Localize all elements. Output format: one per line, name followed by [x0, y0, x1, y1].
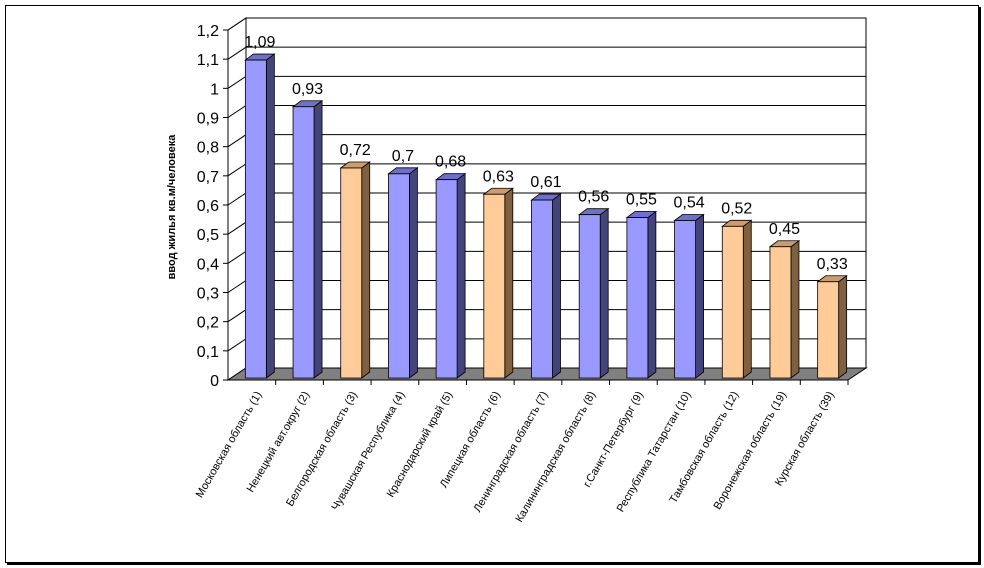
bar — [578, 214, 601, 379]
y-tick-label: 1 — [210, 81, 219, 98]
bar — [817, 281, 840, 379]
bars — [244, 53, 848, 379]
y-axis-ticks: 0 0,1 0,2 0,3 0,4 0,5 0,6 0,7 0,8 0,9 1 1,1 1,2 — [197, 23, 229, 390]
bar — [483, 193, 506, 379]
bar — [721, 225, 744, 379]
gridline — [227, 46, 866, 60]
bar-side — [409, 167, 418, 379]
data-label: 0,54 — [674, 195, 705, 212]
bar — [388, 173, 410, 379]
bar-side — [742, 219, 752, 379]
category-labels: Московская область (1)Ненецкий авт.округ… — [194, 379, 849, 525]
y-axis-label: ввод жилья кв.м/человека — [166, 134, 178, 280]
bar — [340, 167, 363, 379]
y-tick-label: 0,5 — [197, 227, 219, 244]
data-label: 1,09 — [244, 34, 275, 51]
y-tick-label: 0,9 — [197, 111, 219, 128]
bar — [674, 220, 696, 379]
bar-side — [790, 239, 800, 379]
data-labels: 1,09 0,93 0,72 0,7 0,68 0,63 0,61 0,56 0,55 0,54 0… — [244, 34, 848, 273]
y-tick-label: 0,7 — [197, 169, 219, 186]
data-label: 0,52 — [721, 200, 752, 217]
bar-side — [695, 213, 704, 379]
bar-side — [504, 187, 514, 379]
gridline — [227, 17, 866, 31]
data-label: 0,93 — [292, 81, 323, 98]
data-label: 0,33 — [817, 256, 848, 273]
y-tick-label: 0,6 — [197, 198, 219, 215]
data-label: 0,45 — [769, 221, 800, 238]
category-label: Калининградская область (8) — [513, 390, 598, 525]
bar-side — [552, 193, 561, 379]
data-label: 0,55 — [626, 192, 657, 209]
data-label: 0,63 — [483, 168, 514, 185]
bar-side — [313, 99, 323, 379]
bar-side — [647, 210, 657, 379]
y-tick-label: 0 — [210, 373, 219, 390]
bar — [292, 106, 315, 379]
data-label: 0,68 — [435, 154, 466, 171]
bar — [769, 246, 792, 379]
y-tick-label: 1,2 — [197, 23, 219, 40]
bar — [435, 179, 458, 379]
bar-side — [838, 274, 848, 379]
data-label: 0,56 — [578, 189, 609, 206]
bar-side — [265, 53, 275, 379]
bar-side — [599, 207, 609, 379]
y-tick-label: 1,1 — [197, 52, 219, 69]
data-label: 0,61 — [530, 174, 561, 191]
bar — [531, 199, 553, 379]
y-tick-label: 0,1 — [197, 344, 219, 361]
y-tick-label: 0,8 — [197, 140, 219, 157]
data-label: 0,72 — [340, 142, 371, 159]
y-tick-label: 0,2 — [197, 315, 219, 332]
y-tick-label: 0,3 — [197, 286, 219, 303]
bar — [626, 217, 649, 379]
bar-side — [361, 161, 371, 379]
y-tick-label: 0,4 — [197, 256, 219, 273]
bar — [244, 59, 267, 379]
bar-side — [456, 172, 466, 379]
data-label: 0,7 — [392, 148, 414, 165]
